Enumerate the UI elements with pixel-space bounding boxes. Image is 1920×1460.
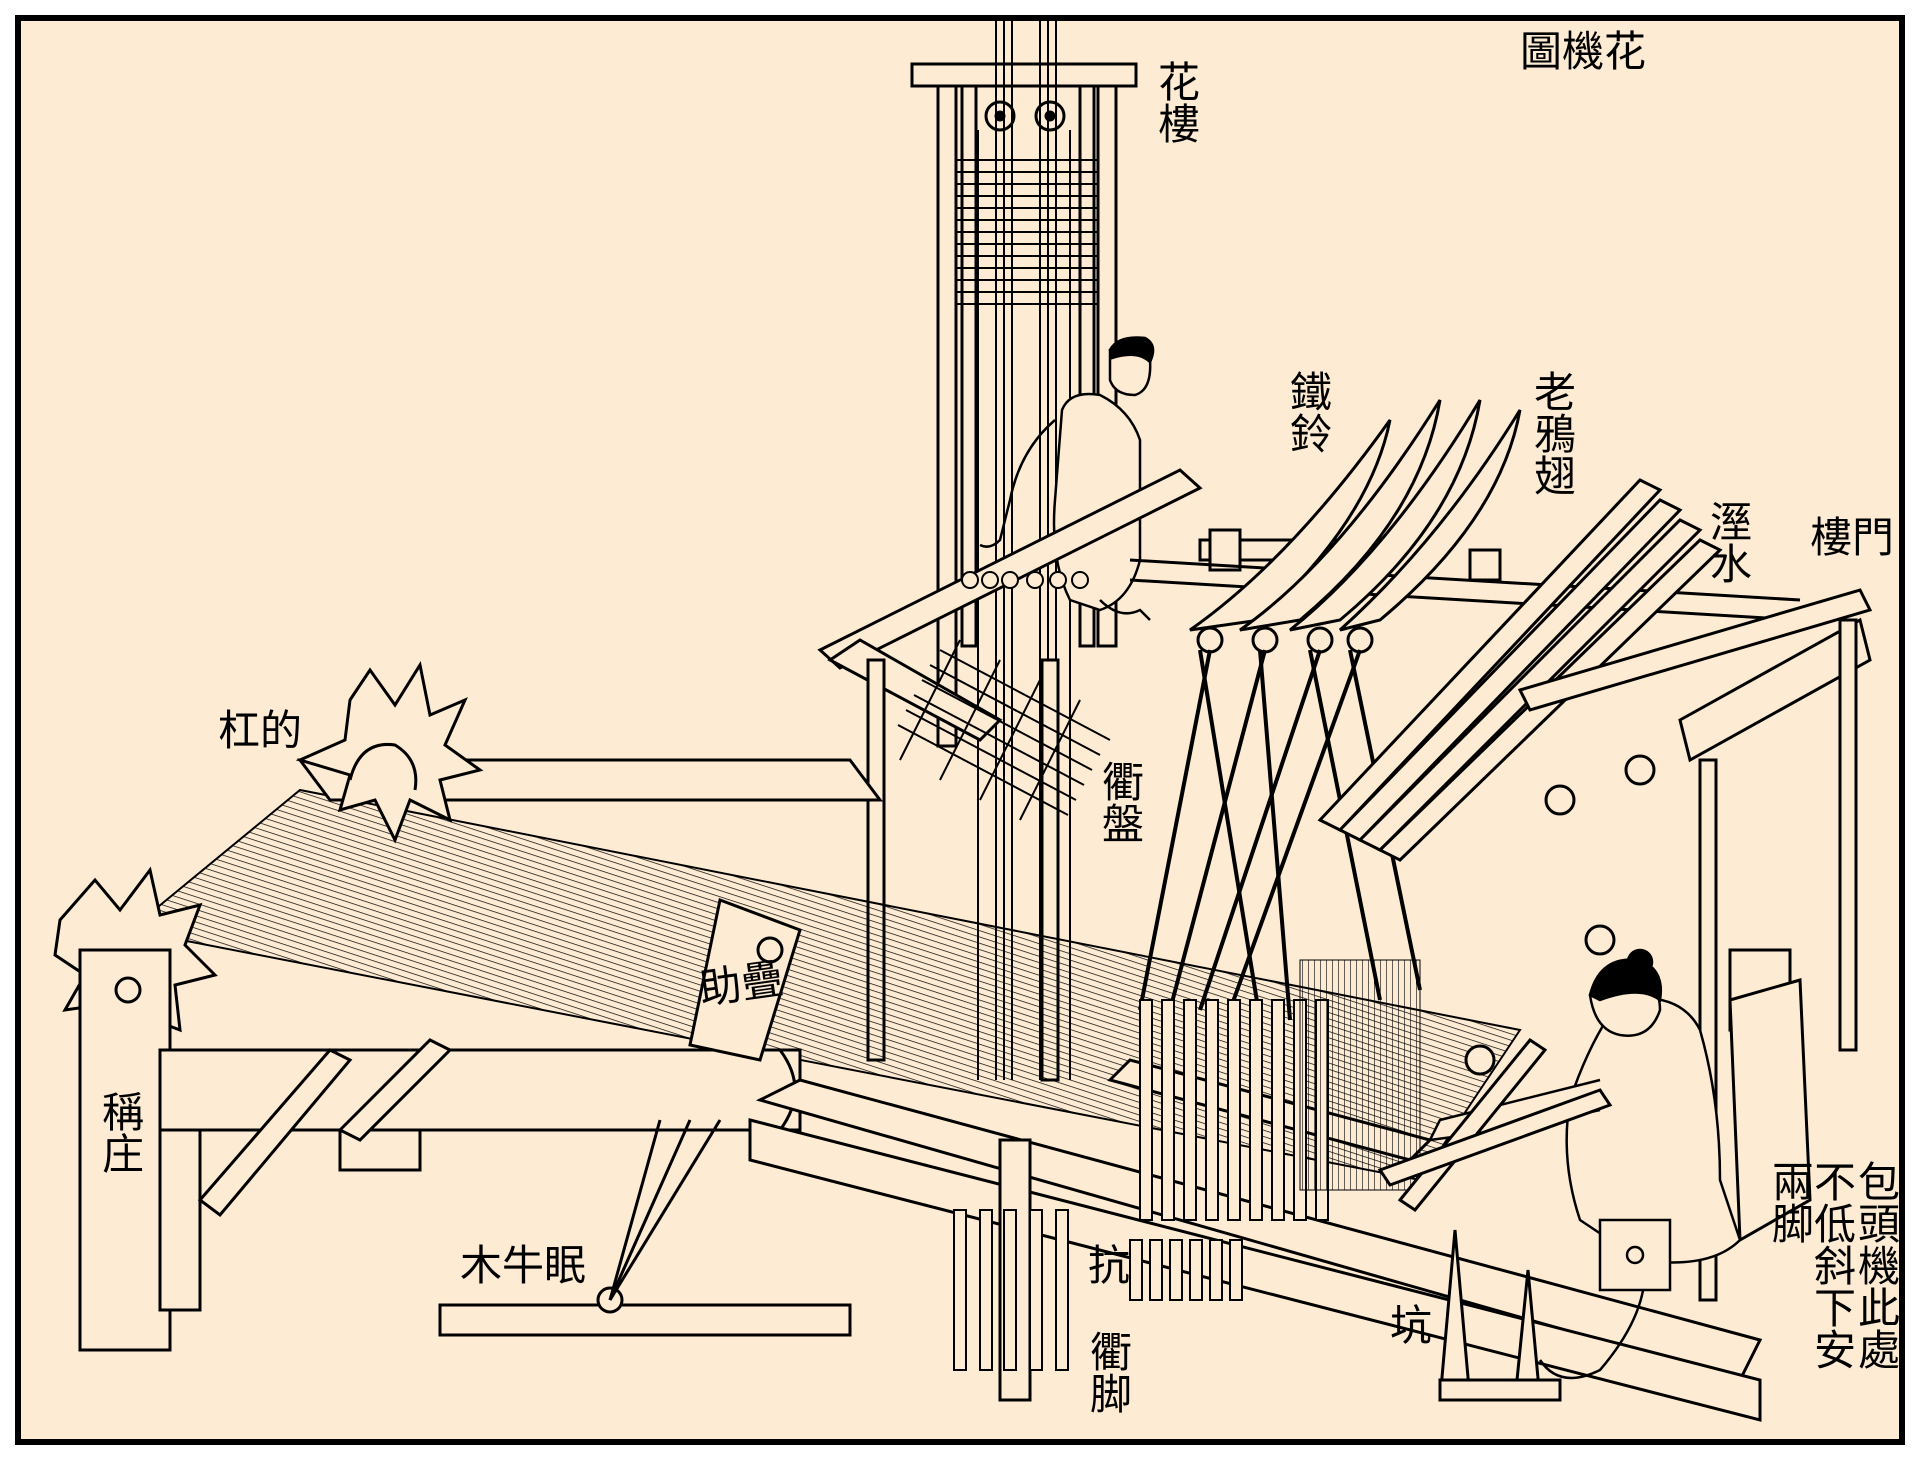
label-kang-left: 抗	[1088, 1241, 1130, 1290]
label-laoyachi: 老鴉翅	[1528, 370, 1577, 496]
drawboy-figure	[979, 336, 1155, 621]
svg-text:包頭機此處: 包頭機此處	[1852, 1160, 1901, 1370]
label-note-col1: 包頭機此處	[1852, 1160, 1901, 1370]
svg-text:兩脚: 兩脚	[1766, 1160, 1815, 1244]
back-beam	[295, 661, 883, 844]
svg-text:鐵鈴: 鐵鈴	[1284, 370, 1333, 454]
treadle-base	[438, 1119, 852, 1337]
svg-text:老鴉翅: 老鴉翅	[1528, 370, 1577, 496]
svg-text:溼水: 溼水	[1704, 500, 1753, 584]
label-qupan: 衢盤	[1096, 760, 1145, 844]
svg-text:衢脚: 衢脚	[1084, 1330, 1133, 1414]
label-zhudie: 助疊	[696, 954, 786, 1014]
label-loumen: 樓門	[1810, 513, 1894, 562]
svg-text:花樓: 花樓	[1152, 60, 1201, 144]
label-muniuyan: 木牛眠	[460, 1241, 586, 1290]
label-chengzhuang: 稱庄	[96, 1090, 145, 1174]
label-tieling: 鐵鈴	[1284, 370, 1333, 454]
label-jishui: 溼水	[1704, 500, 1753, 584]
shuttle-bar	[1377, 1037, 1613, 1213]
front-posts	[1438, 1229, 1562, 1402]
weaver-figure	[1427, 948, 1742, 1380]
diagram-title: 圖機花	[1520, 27, 1646, 76]
heddle-weights	[953, 1209, 1243, 1371]
label-qujiao: 衢脚	[1084, 1330, 1133, 1414]
svg-text:衢盤: 衢盤	[1096, 760, 1145, 844]
label-note-col2: 不低斜下安	[1808, 1160, 1857, 1370]
warp-dense-area	[1299, 959, 1421, 1191]
label-liangjiao: 兩脚	[1766, 1160, 1815, 1244]
svg-text:不低斜下安: 不低斜下安	[1808, 1160, 1857, 1370]
svg-text:坑: 坑	[1390, 1301, 1432, 1350]
label-hualou: 花樓	[1152, 60, 1201, 144]
svg-text:稱庄: 稱庄	[96, 1090, 145, 1174]
label-gangdi: 杠的	[218, 706, 302, 755]
svg-text:助疊: 助疊	[696, 954, 786, 1014]
label-kang-right: 坑	[1390, 1301, 1432, 1350]
svg-text:木牛眠: 木牛眠	[460, 1241, 586, 1290]
left-frame	[53, 866, 802, 1352]
svg-text:杠的: 杠的	[218, 706, 302, 755]
svg-text:抗: 抗	[1088, 1241, 1130, 1290]
svg-text:樓門: 樓門	[1810, 513, 1894, 562]
heddle-rods	[1139, 999, 1329, 1221]
